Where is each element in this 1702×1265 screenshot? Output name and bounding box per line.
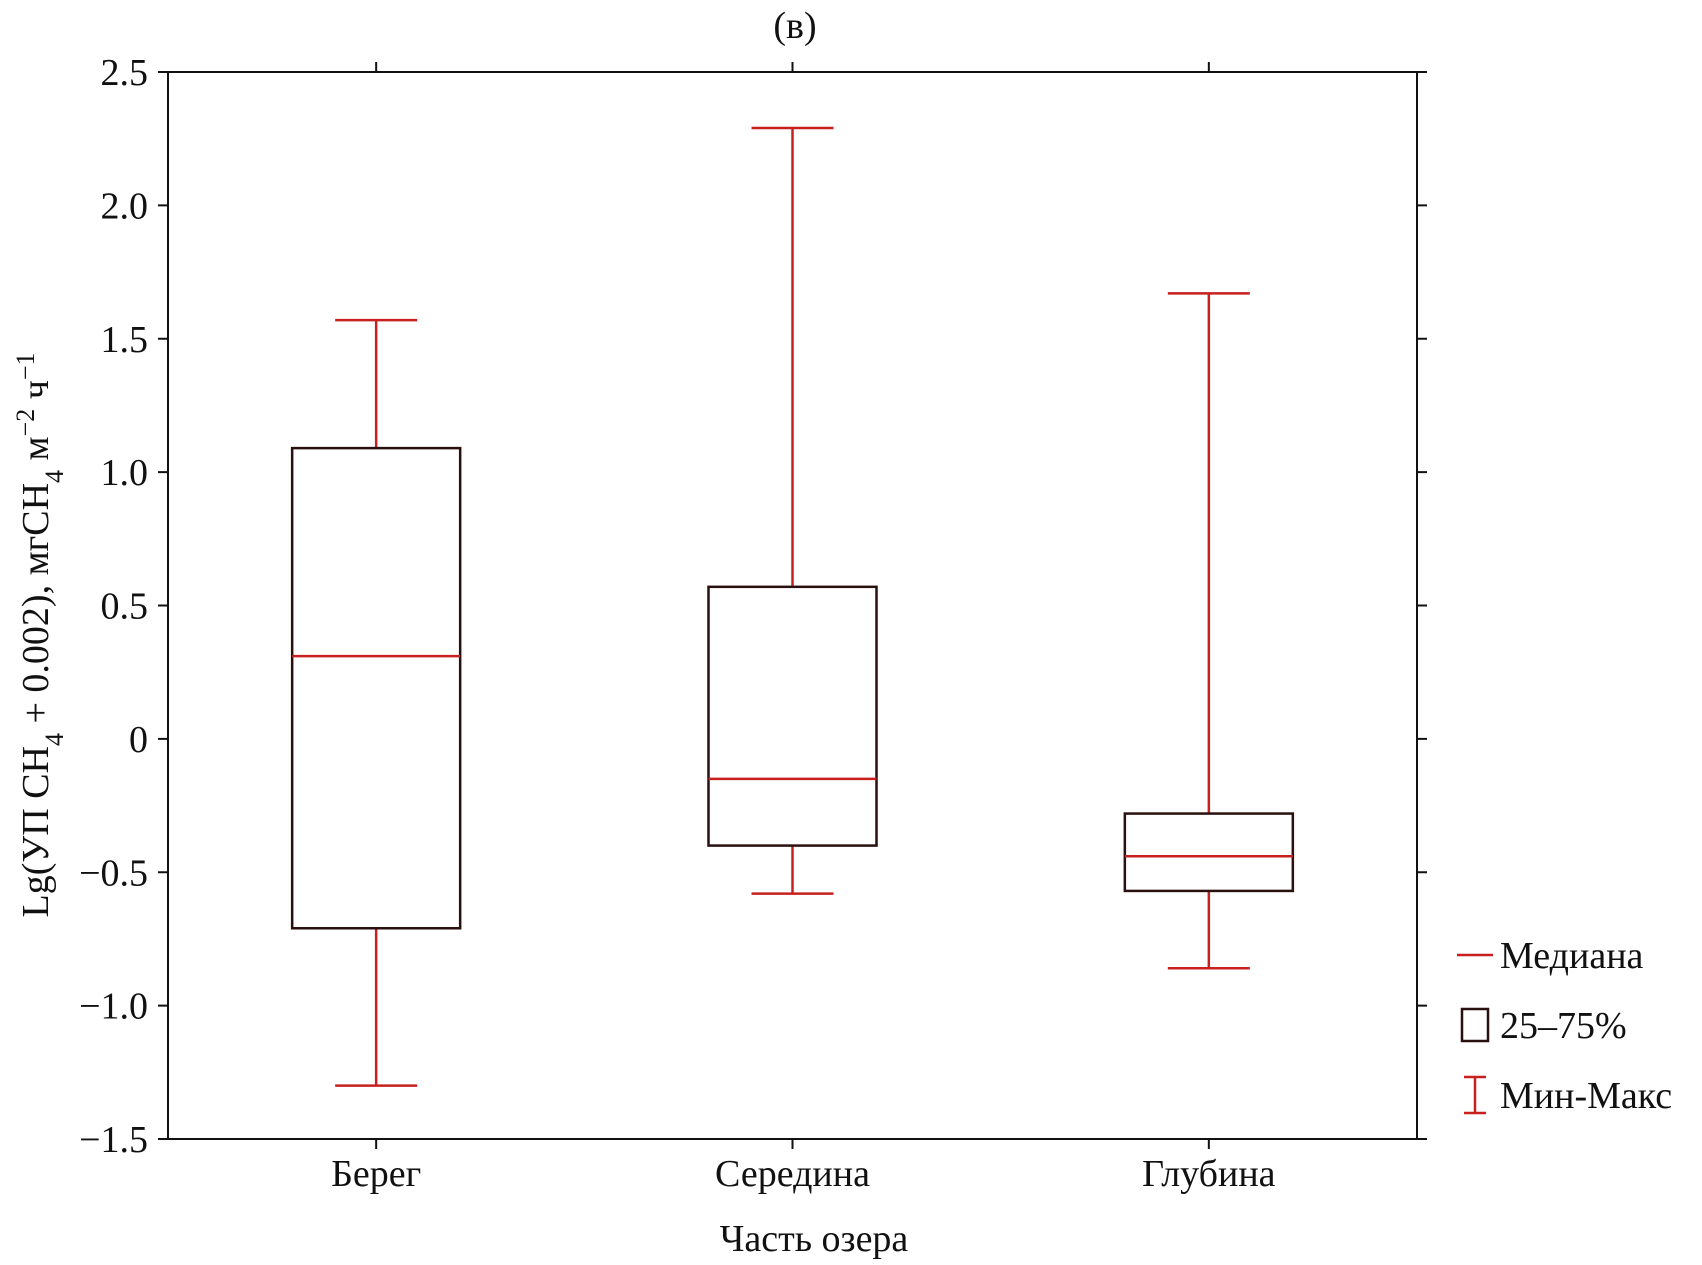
iqr-box	[290, 446, 462, 930]
chart-title: (в)	[773, 5, 816, 47]
y-axis-label-sub2: 4	[40, 470, 69, 483]
box-group	[290, 318, 462, 1087]
x-axis: Берег Середина Глубина	[331, 62, 1276, 1195]
y-axis-label-prefix: Lg(УП CH	[15, 746, 57, 918]
x-tick-label: Середина	[715, 1153, 870, 1195]
iqr-box	[707, 585, 878, 847]
box-group	[707, 126, 878, 895]
y-axis-label: Lg(УП CH4 + 0.002), мгCH4 м−2 ч−1	[11, 352, 69, 917]
y-tick-label: 2.5	[101, 52, 149, 94]
legend: Медиана 25–75% Мин-Макс	[1457, 935, 1672, 1117]
y-tick-label: −1.5	[79, 1119, 148, 1161]
x-axis-label: Часть озера	[720, 1218, 909, 1260]
iqr-box	[1123, 812, 1295, 893]
boxplot-series	[290, 126, 1295, 1087]
y-tick-label: 2.0	[101, 185, 149, 227]
legend-item: 25–75%	[1460, 1005, 1627, 1047]
y-axis-label-sup1: −2	[11, 409, 40, 437]
legend-label: Мин-Макс	[1500, 1075, 1672, 1117]
y-tick-label: 1.5	[101, 319, 149, 361]
x-tick-label: Берег	[331, 1153, 421, 1195]
y-tick-label: −1.0	[79, 986, 148, 1028]
y-axis: 2.5 2.0 1.5 1.0 0.5 0 −0.5 −1.0 −1.5	[79, 52, 1427, 1161]
legend-label: 25–75%	[1500, 1005, 1627, 1047]
y-axis-label-sub1: 4	[40, 733, 69, 746]
y-tick-label: 1.0	[101, 452, 149, 494]
y-tick-label: −0.5	[79, 852, 148, 894]
legend-label: Медиана	[1500, 935, 1644, 977]
x-tick-label: Глубина	[1142, 1153, 1276, 1195]
legend-box-swatch	[1460, 1007, 1490, 1043]
y-axis-label-mid: + 0.002), мгCH	[15, 483, 57, 733]
y-tick-label: 0	[129, 719, 148, 761]
y-tick-label: 0.5	[101, 586, 149, 628]
y-axis-label-mid3: ч	[15, 380, 57, 409]
y-axis-label-mid2: м	[15, 436, 57, 470]
legend-item: Мин-Макс	[1464, 1075, 1672, 1117]
y-axis-label-sup2: −1	[11, 352, 40, 380]
legend-item: Медиана	[1457, 935, 1644, 977]
box-group	[1123, 292, 1295, 970]
